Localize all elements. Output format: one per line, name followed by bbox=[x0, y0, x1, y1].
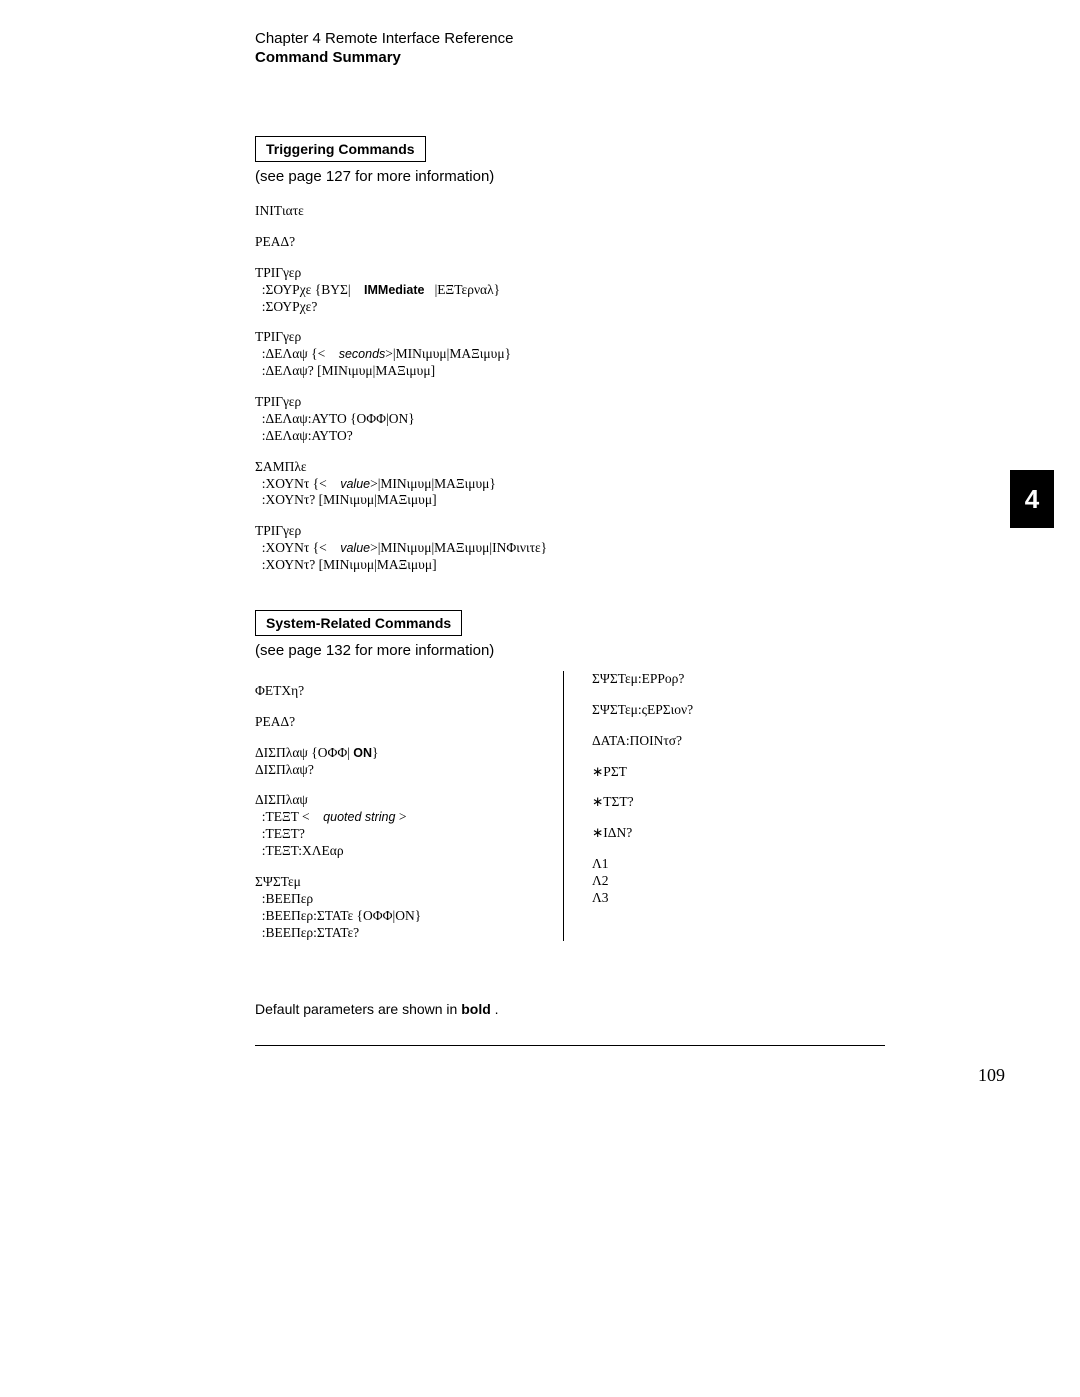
footer-note: Default parameters are shown in bold . bbox=[255, 1001, 885, 1017]
t: value bbox=[340, 477, 370, 491]
t: :ΤΕΞΤ? bbox=[255, 826, 305, 841]
t: >|ΜΙΝιμυμ|ΜΑΞιμυμ} bbox=[370, 476, 496, 491]
cmd-data-points: ΔΑΤΑ:ΠΟΙΝτσ? bbox=[592, 733, 792, 750]
cmd-syst-version: ΣΨΣΤεμ:ςΕΡΣιον? bbox=[592, 702, 792, 719]
footer-note-bold: bold bbox=[461, 1001, 491, 1017]
cmd-tst: ∗ΤΣΤ? bbox=[592, 794, 792, 811]
t: |ΕΞΤερναλ} bbox=[435, 282, 501, 297]
cmd-display-text: ΔΙΣΠλαψ :ΤΕΞΤ < quoted string > :ΤΕΞΤ? :… bbox=[255, 792, 555, 860]
t: ΣΨΣΤεμ bbox=[255, 874, 301, 889]
t: >|ΜΙΝιμυμ|ΜΑΞιμυμ} bbox=[385, 346, 511, 361]
t: ΔΙΣΠλαψ bbox=[255, 792, 308, 807]
cmd-syst-error: ΣΨΣΤεμ:ΕΡΡορ? bbox=[592, 671, 792, 688]
t: :ΔΕΛαψ:ΑΥΤΟ {ΟΦΦ|ΟΝ} bbox=[255, 411, 415, 426]
t: ΣΑΜΠλε bbox=[255, 459, 307, 474]
cmd-display: ΔΙΣΠλαψ {ΟΦΦ| ON} ΔΙΣΠλαψ? bbox=[255, 745, 555, 779]
page-number: 109 bbox=[978, 1065, 1005, 1086]
t: :ΧΟΥΝτ? [ΜΙΝιμυμ|ΜΑΞιμυμ] bbox=[255, 557, 437, 572]
t: IMMediate bbox=[364, 283, 424, 297]
t: ΤΡΙΓγερ bbox=[255, 523, 301, 538]
t: :ΧΟΥΝτ {< bbox=[255, 476, 327, 491]
t: :ΣΟΥΡχε? bbox=[255, 299, 317, 314]
page-content: Chapter 4 Remote Interface Reference Com… bbox=[255, 30, 885, 1046]
t: >|ΜΙΝιμυμ|ΜΑΞιμυμ|ΙΝΦινιτε} bbox=[370, 540, 547, 555]
footer-rule bbox=[255, 1045, 885, 1046]
t: :ΒΕΕΠερ bbox=[255, 891, 313, 906]
t: seconds bbox=[339, 347, 386, 361]
t: :ΒΕΕΠερ:ΣΤΑΤε {ΟΦΦ|ΟΝ} bbox=[255, 908, 421, 923]
system-see-line: (see page 132 for more information) bbox=[255, 642, 885, 659]
t: value bbox=[340, 541, 370, 555]
t: :ΔΕΛαψ? [ΜΙΝιμυμ|ΜΑΞιμυμ] bbox=[255, 363, 435, 378]
t: :ΤΕΞΤ < bbox=[255, 809, 310, 824]
cmd-sample-count: ΣΑΜΠλε :ΧΟΥΝτ {< value>|ΜΙΝιμυμ|ΜΑΞιμυμ}… bbox=[255, 459, 885, 510]
t: } bbox=[372, 745, 378, 760]
cmd-system-beeper: ΣΨΣΤεμ :ΒΕΕΠερ :ΒΕΕΠερ:ΣΤΑΤε {ΟΦΦ|ΟΝ} :Β… bbox=[255, 874, 555, 942]
cmd-read2: ΡΕΑΔ? bbox=[255, 714, 555, 731]
cmd-trig-count: ΤΡΙΓγερ :ΧΟΥΝτ {< value>|ΜΙΝιμυμ|ΜΑΞιμυμ… bbox=[255, 523, 885, 574]
chapter-line: Chapter 4 Remote Interface Reference bbox=[255, 30, 885, 47]
triggering-see-line: (see page 127 for more information) bbox=[255, 168, 885, 185]
t: ΤΡΙΓγερ bbox=[255, 329, 301, 344]
footer-note-pre: Default parameters are shown in bbox=[255, 1001, 461, 1017]
cmd-trig-delay: ΤΡΙΓγερ :ΔΕΛαψ {< seconds>|ΜΙΝιμυμ|ΜΑΞιμ… bbox=[255, 329, 885, 380]
t: ON bbox=[353, 746, 372, 760]
system-col-right: ΣΨΣΤεμ:ΕΡΡορ? ΣΨΣΤεμ:ςΕΡΣιον? ΔΑΤΑ:ΠΟΙΝτ… bbox=[564, 671, 792, 942]
t: ΤΡΙΓγερ bbox=[255, 394, 301, 409]
t: :ΧΟΥΝτ {< bbox=[255, 540, 327, 555]
cmd-trig-delay-auto: ΤΡΙΓγερ :ΔΕΛαψ:ΑΥΤΟ {ΟΦΦ|ΟΝ} :ΔΕΛαψ:ΑΥΤΟ… bbox=[255, 394, 885, 445]
cmd-l123: Λ1 Λ2 Λ3 bbox=[592, 856, 792, 907]
t: :ΧΟΥΝτ? [ΜΙΝιμυμ|ΜΑΞιμυμ] bbox=[255, 492, 437, 507]
t: ΔΙΣΠλαψ? bbox=[255, 762, 314, 777]
cmd-rst: ∗ΡΣΤ bbox=[592, 764, 792, 781]
t: :ΣΟΥΡχε {ΒΥΣ| bbox=[255, 282, 351, 297]
t: > bbox=[395, 809, 406, 824]
t: :ΔΕΛαψ:ΑΥΤΟ? bbox=[255, 428, 353, 443]
cmd-idn: ∗ΙΔΝ? bbox=[592, 825, 792, 842]
t: quoted string bbox=[323, 810, 395, 824]
t: ΤΡΙΓγερ bbox=[255, 265, 301, 280]
triggering-heading: Triggering Commands bbox=[255, 136, 426, 162]
chapter-tab: 4 bbox=[1010, 470, 1054, 528]
cmd-read1: ΡΕΑΔ? bbox=[255, 234, 885, 251]
chapter-tab-label: 4 bbox=[1025, 484, 1039, 515]
t: :ΔΕΛαψ {< bbox=[255, 346, 325, 361]
section-title: Command Summary bbox=[255, 49, 885, 66]
cmd-initiate: INITιατε bbox=[255, 203, 885, 220]
cmd-trig-source: ΤΡΙΓγερ :ΣΟΥΡχε {ΒΥΣ| IMMediate |ΕΞΤερνα… bbox=[255, 265, 885, 316]
system-heading: System-Related Commands bbox=[255, 610, 462, 636]
system-columns: ΦΕΤΧη? ΡΕΑΔ? ΔΙΣΠλαψ {ΟΦΦ| ON} ΔΙΣΠλαψ? … bbox=[255, 671, 885, 942]
t: :ΒΕΕΠερ:ΣΤΑΤε? bbox=[255, 925, 359, 940]
t: :ΤΕΞΤ:ΧΛΕαρ bbox=[255, 843, 344, 858]
t: ΔΙΣΠλαψ {ΟΦΦ| bbox=[255, 745, 350, 760]
cmd-fetch: ΦΕΤΧη? bbox=[255, 683, 555, 700]
system-col-left: ΦΕΤΧη? ΡΕΑΔ? ΔΙΣΠλαψ {ΟΦΦ| ON} ΔΙΣΠλαψ? … bbox=[255, 671, 564, 942]
footer-note-post: . bbox=[495, 1001, 499, 1017]
